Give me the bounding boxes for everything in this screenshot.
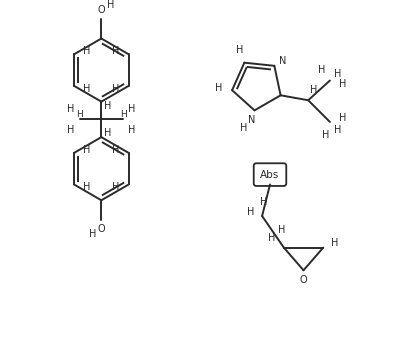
Text: H: H [215, 83, 222, 93]
Text: H: H [83, 182, 91, 192]
Text: H: H [67, 125, 74, 135]
Text: H: H [339, 113, 346, 123]
Text: O: O [98, 224, 105, 234]
Text: H: H [83, 84, 91, 94]
Text: Abs: Abs [260, 170, 280, 180]
Text: H: H [339, 79, 346, 90]
Text: H: H [107, 0, 114, 10]
Text: H: H [278, 225, 285, 235]
Text: H: H [112, 46, 119, 56]
Text: H: H [67, 104, 74, 114]
Text: H: H [112, 84, 119, 94]
Text: H: H [247, 207, 254, 217]
Text: H: H [128, 104, 136, 114]
Text: H: H [236, 45, 243, 55]
Text: H: H [240, 123, 247, 133]
Text: H: H [332, 238, 339, 248]
Text: H: H [112, 182, 119, 192]
Text: H: H [83, 145, 91, 155]
Text: H: H [318, 65, 326, 75]
Text: O: O [98, 5, 105, 15]
Text: N: N [279, 56, 286, 66]
Text: H: H [83, 46, 91, 56]
FancyBboxPatch shape [254, 163, 286, 186]
Text: H: H [120, 110, 127, 119]
Text: H: H [103, 101, 111, 110]
Text: H: H [76, 110, 83, 119]
Text: H: H [112, 145, 119, 155]
Text: O: O [300, 275, 307, 285]
Text: N: N [248, 115, 255, 125]
Text: H: H [310, 85, 318, 95]
Text: H: H [334, 125, 341, 135]
Text: H: H [103, 128, 111, 138]
Text: H: H [322, 130, 330, 140]
Text: H: H [268, 233, 276, 243]
Text: H: H [334, 69, 341, 79]
Text: H: H [128, 125, 136, 135]
Text: H: H [89, 229, 96, 239]
Text: H: H [260, 197, 268, 207]
